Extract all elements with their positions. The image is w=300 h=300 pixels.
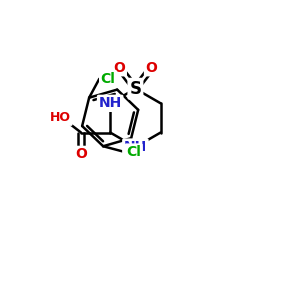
Text: HO: HO — [50, 111, 71, 124]
Text: NH: NH — [124, 140, 147, 154]
Text: S: S — [129, 80, 141, 98]
Text: Cl: Cl — [101, 72, 116, 86]
Text: NH: NH — [98, 96, 122, 110]
Text: O: O — [113, 61, 125, 75]
Text: Cl: Cl — [126, 145, 141, 159]
Text: O: O — [146, 61, 158, 75]
Text: O: O — [75, 147, 87, 161]
